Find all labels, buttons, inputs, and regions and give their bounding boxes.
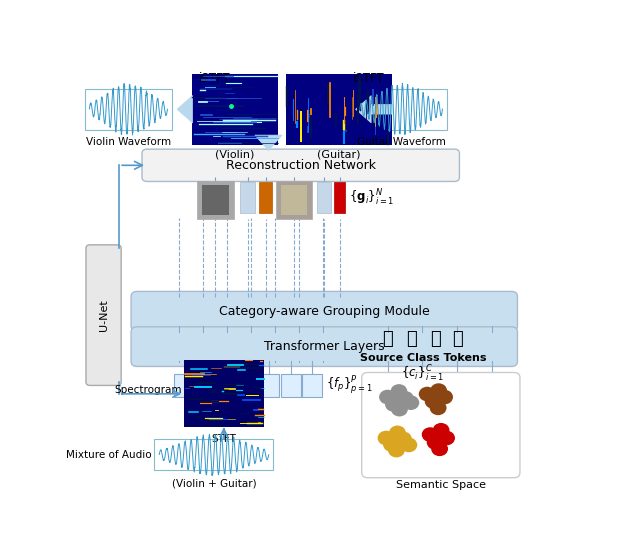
- Text: 🎻: 🎻: [406, 330, 417, 348]
- Circle shape: [401, 437, 417, 452]
- Circle shape: [378, 431, 394, 445]
- Text: 🎸: 🎸: [452, 330, 463, 348]
- FancyBboxPatch shape: [260, 374, 280, 396]
- Text: 🎷: 🎷: [430, 330, 440, 348]
- Text: $\{f_p\}_{p=1}^P$: $\{f_p\}_{p=1}^P$: [326, 375, 372, 396]
- FancyBboxPatch shape: [174, 374, 194, 396]
- FancyBboxPatch shape: [286, 74, 392, 145]
- Circle shape: [388, 443, 405, 458]
- Text: iSTFT: iSTFT: [199, 72, 231, 85]
- FancyBboxPatch shape: [238, 374, 258, 396]
- Circle shape: [383, 437, 400, 452]
- FancyBboxPatch shape: [302, 374, 322, 396]
- Text: Violin Waveform: Violin Waveform: [86, 138, 171, 147]
- FancyBboxPatch shape: [362, 372, 520, 478]
- Circle shape: [425, 394, 442, 409]
- FancyBboxPatch shape: [131, 291, 518, 331]
- Text: U-Net: U-Net: [99, 299, 109, 331]
- FancyBboxPatch shape: [317, 182, 332, 213]
- Circle shape: [395, 432, 412, 446]
- Text: $\{\mathbf{g}_i\}_{i=1}^N$: $\{\mathbf{g}_i\}_{i=1}^N$: [349, 188, 394, 208]
- Circle shape: [430, 383, 447, 398]
- Text: iSTFT: iSTFT: [353, 72, 385, 85]
- FancyBboxPatch shape: [282, 185, 307, 215]
- FancyBboxPatch shape: [276, 181, 312, 220]
- FancyBboxPatch shape: [281, 374, 301, 396]
- FancyBboxPatch shape: [86, 245, 121, 385]
- FancyBboxPatch shape: [217, 374, 237, 396]
- FancyBboxPatch shape: [196, 181, 234, 220]
- FancyBboxPatch shape: [202, 185, 229, 215]
- Text: ...: ...: [433, 421, 448, 436]
- Circle shape: [389, 426, 406, 440]
- Text: Reconstruction Network: Reconstruction Network: [226, 159, 376, 172]
- Text: STFT: STFT: [211, 433, 236, 444]
- Text: Category-aware Grouping Module: Category-aware Grouping Module: [219, 305, 429, 318]
- Text: Source Class Tokens: Source Class Tokens: [360, 353, 486, 363]
- FancyBboxPatch shape: [259, 182, 273, 213]
- FancyBboxPatch shape: [335, 182, 346, 213]
- Circle shape: [436, 390, 453, 404]
- Circle shape: [391, 402, 408, 417]
- FancyBboxPatch shape: [85, 88, 172, 130]
- Circle shape: [397, 391, 414, 405]
- Text: (Guitar): (Guitar): [317, 150, 361, 160]
- Circle shape: [429, 400, 447, 415]
- FancyBboxPatch shape: [184, 361, 264, 427]
- FancyBboxPatch shape: [191, 74, 278, 145]
- Text: Guitar Waveform: Guitar Waveform: [356, 138, 445, 147]
- Circle shape: [438, 431, 455, 445]
- Text: Mixture of Audio: Mixture of Audio: [67, 450, 152, 460]
- FancyBboxPatch shape: [131, 327, 518, 366]
- Circle shape: [422, 427, 438, 442]
- Text: Spectrogram: Spectrogram: [114, 385, 182, 395]
- FancyBboxPatch shape: [355, 88, 447, 130]
- Circle shape: [431, 441, 448, 456]
- Circle shape: [379, 390, 396, 404]
- Circle shape: [419, 387, 436, 402]
- Text: 🎹: 🎹: [382, 330, 393, 348]
- FancyBboxPatch shape: [142, 149, 460, 181]
- Text: Semantic Space: Semantic Space: [396, 480, 486, 491]
- Circle shape: [427, 435, 444, 450]
- Circle shape: [433, 423, 449, 437]
- Circle shape: [390, 384, 408, 399]
- Circle shape: [403, 395, 419, 410]
- Text: (Violin): (Violin): [215, 150, 255, 160]
- Text: (Violin + Guitar): (Violin + Guitar): [172, 478, 256, 488]
- Text: $\{c_i\}_{i=1}^C$: $\{c_i\}_{i=1}^C$: [401, 364, 445, 384]
- FancyBboxPatch shape: [196, 374, 216, 396]
- Circle shape: [385, 397, 402, 412]
- Text: Transformer Layers: Transformer Layers: [264, 340, 385, 353]
- FancyBboxPatch shape: [240, 182, 255, 213]
- FancyBboxPatch shape: [154, 440, 273, 470]
